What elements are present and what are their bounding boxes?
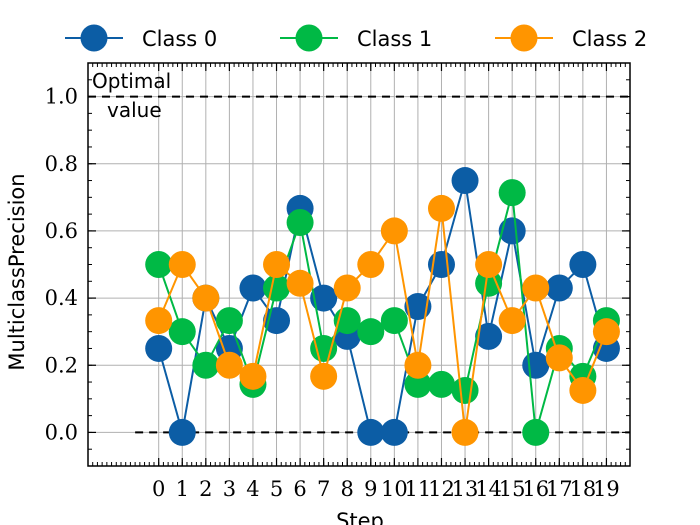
x-tick-label: 16 <box>522 477 549 501</box>
x-tick-label: 18 <box>570 477 597 501</box>
legend-item-class-2: Class 2 <box>495 24 647 52</box>
data-point <box>145 251 173 278</box>
data-point <box>357 318 385 346</box>
data-point <box>286 269 314 297</box>
data-point <box>357 251 385 278</box>
x-tick-label: 13 <box>452 477 479 501</box>
y-axis-ticks: 0.0 0.2 0.4 0.6 0.8 1.0 <box>45 62 630 467</box>
data-point <box>310 334 338 362</box>
data-point <box>380 307 408 335</box>
data-point <box>357 418 385 446</box>
data-point <box>427 194 455 222</box>
data-point <box>310 362 338 390</box>
data-point <box>569 251 597 278</box>
legend-marker <box>80 24 108 52</box>
data-point <box>451 376 479 404</box>
x-tick-label: 3 <box>223 477 236 501</box>
x-tick-label: 12 <box>428 477 455 501</box>
data-point <box>451 418 479 446</box>
data-point <box>498 179 526 207</box>
data-point <box>498 217 526 245</box>
y-tick-label: 0.4 <box>45 286 78 310</box>
data-point <box>475 322 503 350</box>
data-point <box>522 274 550 302</box>
series-group <box>145 167 620 446</box>
data-point <box>215 351 243 379</box>
data-point <box>475 251 503 278</box>
data-point <box>286 209 314 237</box>
x-tick-label: 11 <box>405 477 432 501</box>
x-tick-label: 9 <box>364 477 377 501</box>
x-tick-label: 8 <box>341 477 354 501</box>
data-point <box>310 284 338 312</box>
data-point <box>168 251 196 278</box>
x-tick-label: 1 <box>176 477 189 501</box>
y-axis-label: MulticlassPrecision <box>5 173 29 370</box>
x-tick-label: 5 <box>270 477 283 501</box>
data-point <box>168 318 196 346</box>
x-tick-label: 14 <box>475 477 502 501</box>
annotation-line-2: value <box>107 98 162 122</box>
data-point <box>498 307 526 335</box>
data-point <box>451 167 479 195</box>
legend-marker <box>295 24 323 52</box>
data-point <box>522 351 550 379</box>
data-point <box>569 376 597 404</box>
data-point <box>545 344 573 372</box>
x-tick-label: 19 <box>593 477 620 501</box>
x-tick-label: 10 <box>381 477 408 501</box>
x-tick-label: 0 <box>152 477 165 501</box>
series-class-1 <box>145 179 620 446</box>
data-point <box>239 274 267 302</box>
data-point <box>404 370 432 398</box>
data-point <box>263 251 291 278</box>
annotation-line-1: Optimal <box>92 69 171 93</box>
data-point <box>333 274 361 302</box>
legend-label: Class 2 <box>572 27 647 51</box>
data-point <box>145 307 173 335</box>
data-point <box>192 351 220 379</box>
x-axis-label: Step <box>336 509 384 525</box>
legend: Class 0 Class 1 Class 2 <box>65 24 647 52</box>
x-tick-label: 6 <box>293 477 306 501</box>
x-tick-label: 17 <box>546 477 573 501</box>
data-point <box>404 292 432 320</box>
y-tick-label: 0.8 <box>45 152 78 176</box>
x-tick-label: 15 <box>499 477 526 501</box>
data-point <box>592 318 620 346</box>
legend-item-class-1: Class 1 <box>280 24 432 52</box>
data-point <box>380 217 408 245</box>
legend-item-class-0: Class 0 <box>65 24 217 52</box>
data-point <box>427 370 455 398</box>
data-point <box>404 351 432 379</box>
data-point <box>545 274 573 302</box>
x-tick-label: 4 <box>246 477 259 501</box>
y-tick-label: 0.0 <box>45 420 78 444</box>
data-point <box>263 274 291 302</box>
legend-marker <box>510 24 538 52</box>
x-tick-label: 7 <box>317 477 330 501</box>
legend-label: Class 0 <box>142 27 217 51</box>
legend-label: Class 1 <box>357 27 432 51</box>
y-tick-label: 1.0 <box>45 85 78 109</box>
y-tick-label: 0.2 <box>45 353 78 377</box>
data-point <box>522 418 550 446</box>
y-tick-label: 0.6 <box>45 219 78 243</box>
data-point <box>145 334 173 362</box>
data-point <box>475 269 503 297</box>
optimal-value-annotation: Optimal value <box>92 69 171 122</box>
data-point <box>168 418 196 446</box>
data-point <box>380 418 408 446</box>
data-point <box>192 284 220 312</box>
data-point <box>215 307 243 335</box>
series-class-2 <box>145 194 620 446</box>
data-point <box>239 362 267 390</box>
x-tick-label: 2 <box>199 477 212 501</box>
